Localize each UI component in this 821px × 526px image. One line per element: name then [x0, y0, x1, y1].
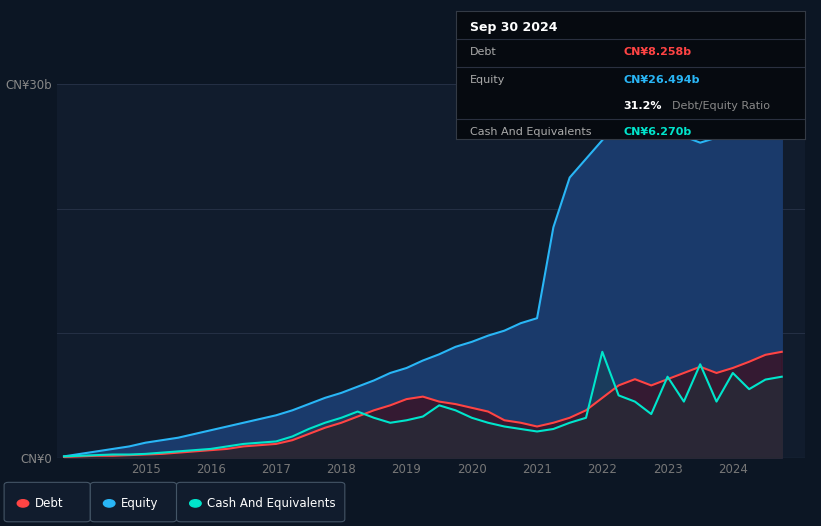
Text: CN¥6.270b: CN¥6.270b: [623, 126, 691, 137]
Text: 31.2%: 31.2%: [623, 101, 662, 111]
Text: Cash And Equivalents: Cash And Equivalents: [207, 497, 336, 510]
Text: Equity: Equity: [470, 75, 505, 85]
Text: Debt/Equity Ratio: Debt/Equity Ratio: [672, 101, 770, 111]
Text: CN¥8.258b: CN¥8.258b: [623, 47, 691, 57]
Text: Debt: Debt: [34, 497, 63, 510]
Text: Cash And Equivalents: Cash And Equivalents: [470, 126, 591, 137]
Text: Equity: Equity: [121, 497, 158, 510]
Text: Debt: Debt: [470, 47, 497, 57]
Text: CN¥26.494b: CN¥26.494b: [623, 75, 699, 85]
Text: Sep 30 2024: Sep 30 2024: [470, 21, 557, 34]
